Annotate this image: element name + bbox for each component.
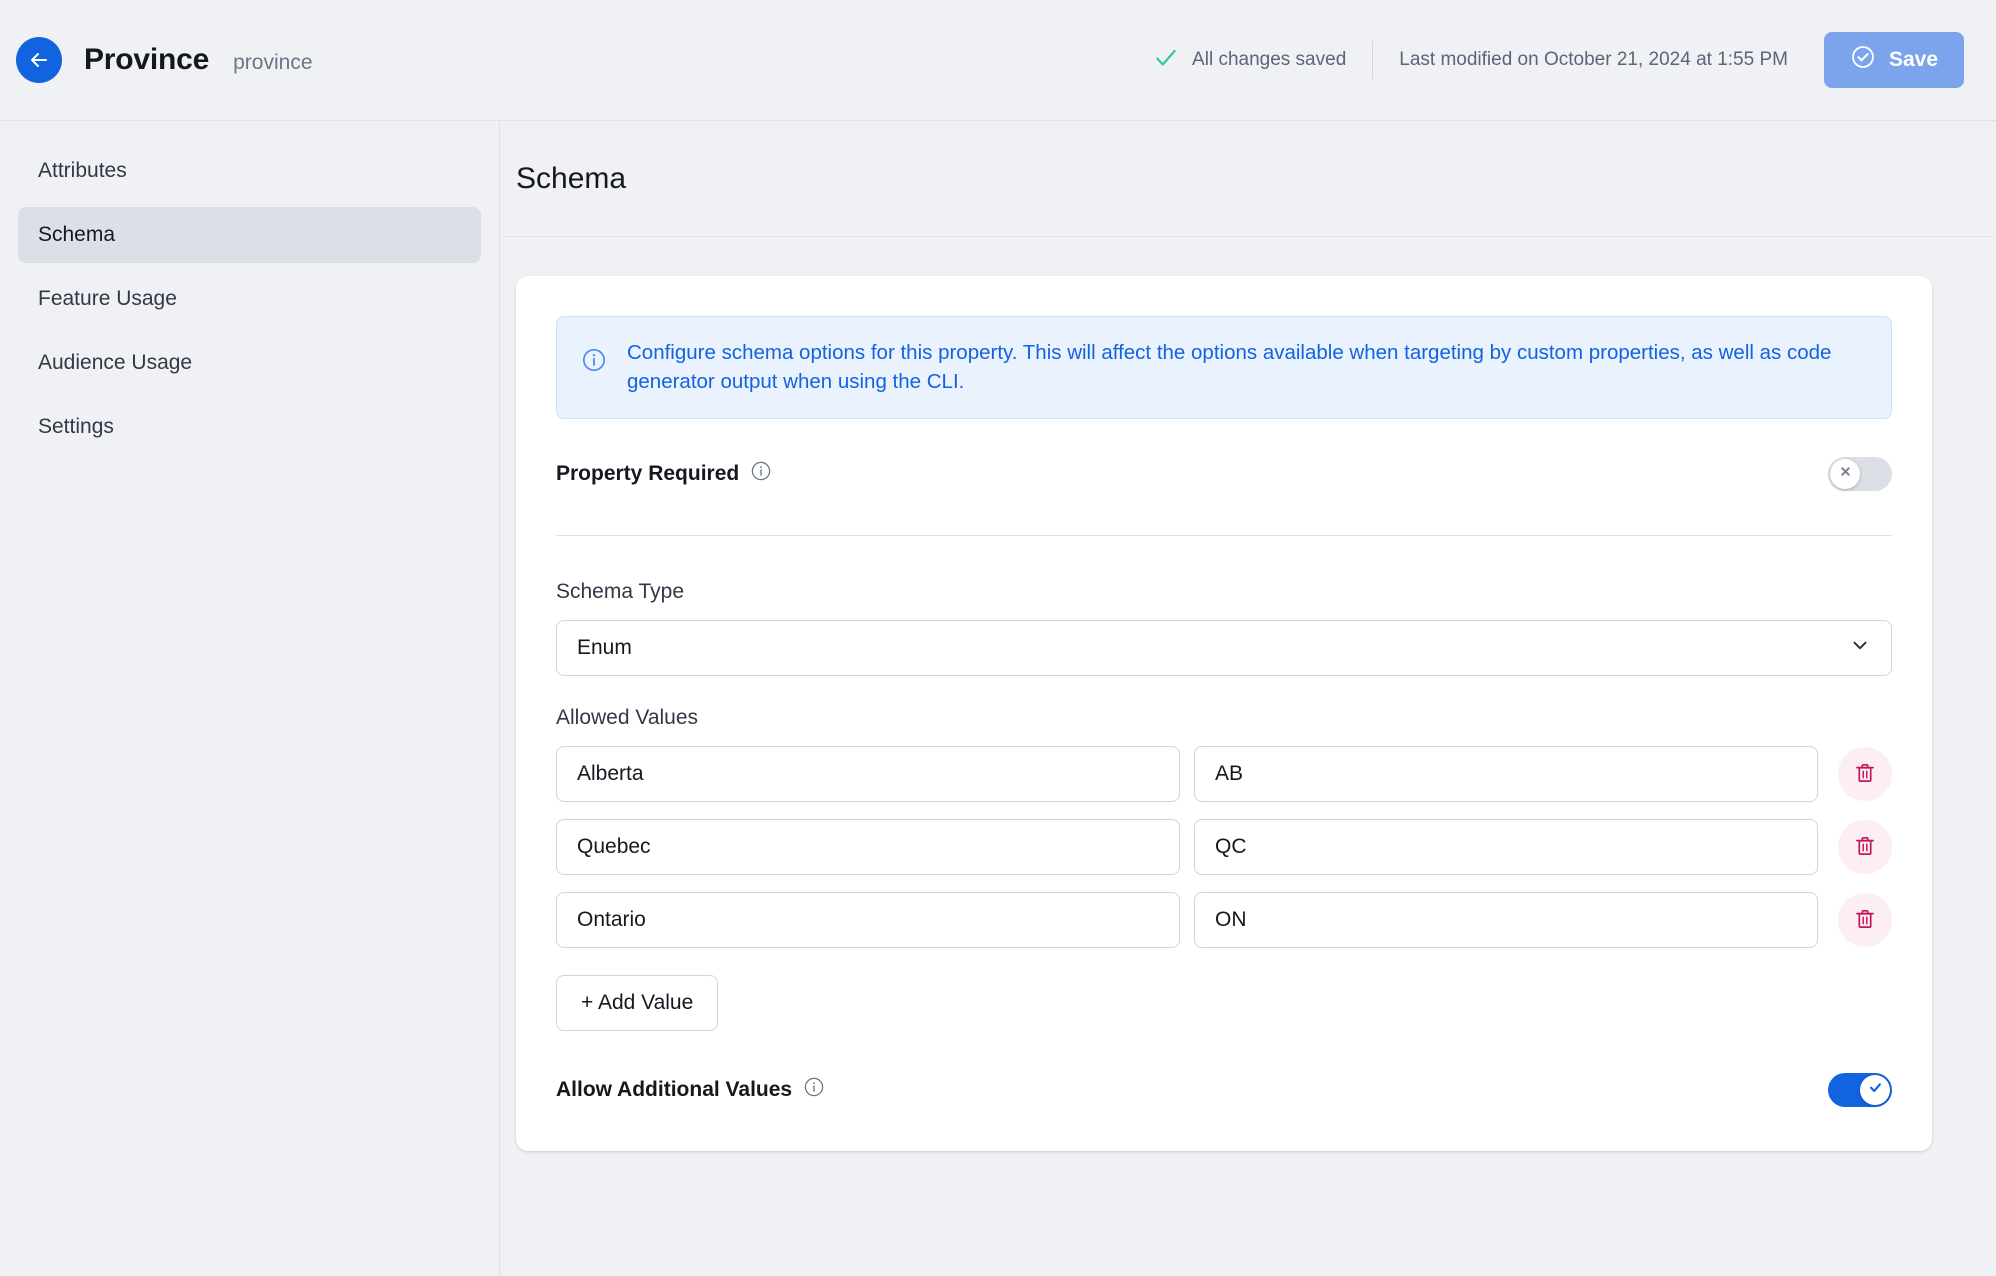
add-value-button[interactable]: + Add Value	[556, 975, 719, 1032]
sidebar-item-label: Attributes	[38, 159, 127, 182]
allow-additional-values-row: Allow Additional Values	[556, 1073, 1892, 1108]
trash-icon	[1853, 761, 1877, 788]
delete-value-button[interactable]	[1838, 820, 1892, 875]
allowed-value-name-input[interactable]	[556, 746, 1180, 803]
schema-type-section: Schema Type Enum	[556, 580, 1892, 677]
content-heading: Schema	[516, 161, 627, 195]
sidebar-item-settings[interactable]: Settings	[18, 399, 481, 455]
sidebar-item-schema[interactable]: Schema	[18, 207, 481, 263]
property-required-label-group: Property Required	[556, 460, 772, 488]
close-x-icon	[1839, 465, 1852, 483]
sidebar-item-feature-usage[interactable]: Feature Usage	[18, 271, 481, 327]
allow-additional-values-label: Allow Additional Values	[556, 1078, 793, 1102]
save-button-label: Save	[1888, 48, 1938, 71]
page-subtitle-key: province	[233, 51, 313, 74]
arrow-left-icon	[27, 48, 51, 72]
schema-card: Configure schema options for this proper…	[516, 276, 1932, 1152]
allowed-value-name-input[interactable]	[556, 819, 1180, 876]
sidebar-item-audience-usage[interactable]: Audience Usage	[18, 335, 481, 391]
trash-icon	[1853, 834, 1877, 861]
last-modified-text: Last modified on October 21, 2024 at 1:5…	[1399, 49, 1788, 70]
allowed-value-row	[556, 746, 1892, 803]
save-status: All changes saved	[1153, 45, 1346, 76]
allowed-value-name-input[interactable]	[556, 892, 1180, 949]
content-header: Schema	[500, 121, 1996, 237]
card-wrapper: Configure schema options for this proper…	[500, 237, 1996, 1152]
allowed-value-row	[556, 892, 1892, 949]
back-button[interactable]	[16, 37, 62, 83]
app-header: Province province All changes saved Last…	[0, 0, 1996, 121]
sidebar-item-attributes[interactable]: Attributes	[18, 143, 481, 199]
save-button[interactable]: Save	[1823, 32, 1964, 88]
info-banner: Configure schema options for this proper…	[556, 316, 1892, 420]
app-body: Attributes Schema Feature Usage Audience…	[0, 121, 1996, 1276]
schema-type-label: Schema Type	[556, 580, 685, 604]
page-title: Province	[84, 43, 210, 76]
allowed-value-code-input[interactable]	[1194, 892, 1818, 949]
chevron-down-icon	[1849, 634, 1871, 662]
toggle-knob	[1830, 459, 1860, 490]
header-actions: All changes saved Last modified on Octob…	[1153, 32, 1964, 88]
allowed-value-code-cell	[1194, 892, 1818, 949]
schema-type-value: Enum	[577, 636, 632, 660]
delete-value-button[interactable]	[1838, 747, 1892, 802]
section-divider	[556, 535, 1892, 537]
property-required-label: Property Required	[556, 462, 740, 486]
allow-additional-values-label-group: Allow Additional Values	[556, 1076, 825, 1104]
check-circle-icon	[1850, 44, 1876, 76]
allowed-value-code-cell	[1194, 819, 1818, 876]
sidebar: Attributes Schema Feature Usage Audience…	[0, 121, 500, 1276]
allowed-values-label: Allowed Values	[556, 706, 699, 730]
allowed-value-name-cell	[556, 746, 1180, 803]
allow-additional-values-toggle[interactable]	[1828, 1073, 1892, 1108]
info-banner-text: Configure schema options for this proper…	[627, 341, 1832, 393]
sidebar-item-label: Audience Usage	[38, 351, 193, 374]
allowed-value-name-cell	[556, 819, 1180, 876]
delete-value-button[interactable]	[1838, 893, 1892, 948]
allowed-value-code-input[interactable]	[1194, 819, 1818, 876]
trash-icon	[1853, 907, 1877, 934]
schema-type-select[interactable]: Enum	[556, 620, 1892, 677]
check-icon	[1153, 45, 1179, 76]
toggle-knob	[1860, 1075, 1890, 1106]
sidebar-item-label: Feature Usage	[38, 287, 177, 310]
sidebar-item-label: Settings	[38, 415, 114, 438]
info-circle-icon[interactable]	[803, 1076, 825, 1104]
header-divider	[1372, 41, 1374, 79]
property-required-row: Property Required	[556, 457, 1892, 495]
allowed-value-code-cell	[1194, 746, 1818, 803]
title-group: Province province	[84, 43, 313, 77]
allowed-value-name-cell	[556, 892, 1180, 949]
allowed-value-row	[556, 819, 1892, 876]
check-icon	[1868, 1080, 1883, 1100]
info-circle-icon	[581, 347, 607, 378]
sidebar-item-label: Schema	[38, 223, 116, 246]
content-area: Schema Configure schema options fo	[500, 121, 1996, 1276]
property-required-toggle[interactable]	[1828, 457, 1892, 492]
info-circle-icon[interactable]	[750, 460, 772, 488]
allowed-value-code-input[interactable]	[1194, 746, 1818, 803]
save-status-text: All changes saved	[1192, 49, 1347, 70]
